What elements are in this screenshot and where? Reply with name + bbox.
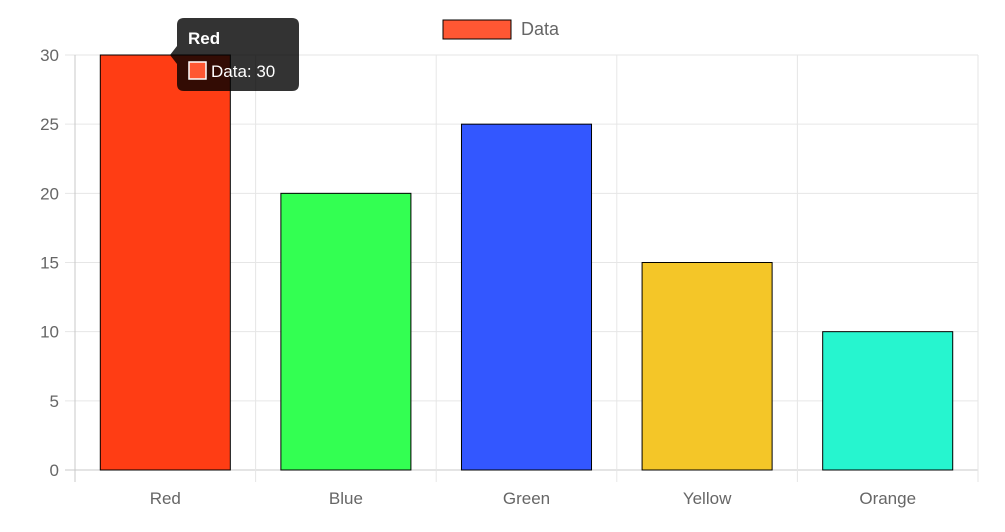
y-tick-label: 15 (40, 254, 59, 273)
y-tick-label: 0 (50, 461, 59, 480)
legend-swatch[interactable] (442, 19, 512, 40)
x-tick-label: Green (503, 489, 550, 508)
bar-orange[interactable] (822, 331, 954, 471)
y-axis: 0 5 10 15 20 25 30 (40, 46, 59, 480)
bars (99, 54, 954, 471)
tooltip-title: Red (188, 29, 220, 48)
y-tick-label: 20 (40, 184, 59, 203)
legend[interactable]: Data (442, 19, 560, 40)
x-tick-label: Orange (859, 489, 916, 508)
y-tick-label: 30 (40, 46, 59, 65)
y-tick-label: 25 (40, 115, 59, 134)
tooltip: Red Data: 30 (170, 18, 299, 91)
y-tick-label: 10 (40, 323, 59, 342)
legend-label[interactable]: Data (521, 19, 560, 39)
bar-blue[interactable] (280, 192, 412, 471)
bar-green[interactable] (460, 123, 593, 471)
bar-yellow[interactable] (641, 262, 773, 471)
bar-red[interactable] (99, 54, 231, 471)
y-tick-label: 5 (50, 392, 59, 411)
tooltip-swatch (188, 61, 207, 80)
x-axis: Red Blue Green Yellow Orange (150, 489, 916, 508)
x-tick-label: Red (150, 489, 181, 508)
x-tick-label: Blue (329, 489, 363, 508)
tooltip-body: Data: 30 (211, 62, 275, 81)
x-tick-label: Yellow (683, 489, 732, 508)
